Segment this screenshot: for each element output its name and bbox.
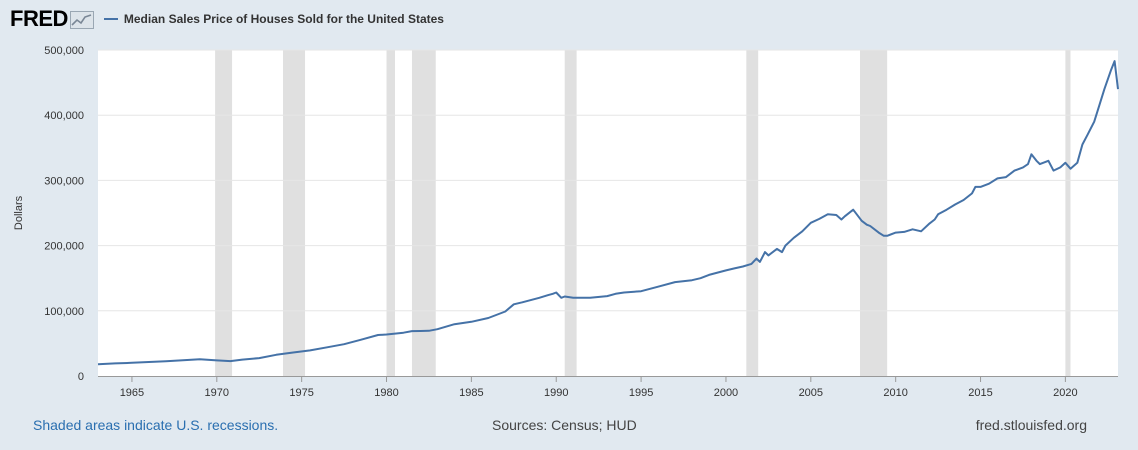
chart-legend[interactable]: Median Sales Price of Houses Sold for th… xyxy=(103,12,444,26)
y-tick-label: 100,000 xyxy=(44,306,84,318)
x-tick-label: 2020 xyxy=(1053,387,1077,399)
series-line[interactable] xyxy=(97,60,1119,366)
x-tick-label: 1980 xyxy=(374,387,398,399)
y-tick-label: 300,000 xyxy=(44,175,84,187)
y-axis-title: Dollars xyxy=(13,195,25,230)
legend-series-label: Median Sales Price of Houses Sold for th… xyxy=(123,12,444,26)
recession-band xyxy=(1065,50,1071,376)
recession-band xyxy=(564,50,577,376)
site-link[interactable]: fred.stlouisfed.org xyxy=(975,417,1087,433)
recession-note-link[interactable]: Shaded areas indicate U.S. recessions. xyxy=(33,417,279,433)
graph-header: FRED Median Sales Price of Houses Sold f… xyxy=(10,6,444,32)
x-tick-label: 1985 xyxy=(459,387,483,399)
x-tick-label: 2005 xyxy=(799,387,823,399)
fred-logo[interactable]: FRED xyxy=(10,6,68,31)
x-tick-label: 1970 xyxy=(205,387,229,399)
x-tick-label: 1975 xyxy=(289,387,313,399)
x-tick-label: 2010 xyxy=(883,387,907,399)
y-tick-label: 200,000 xyxy=(44,241,84,253)
recession-bands xyxy=(215,50,1071,376)
y-axis: 0 100,000 200,000 300,000 400,000 500,000 xyxy=(44,45,84,383)
recession-band xyxy=(282,50,306,376)
x-tick-label: 2015 xyxy=(968,387,992,399)
recession-band xyxy=(746,50,759,376)
recession-band xyxy=(215,50,233,376)
x-tick-label: 1990 xyxy=(544,387,568,399)
chart-line-icon xyxy=(69,11,94,29)
x-tick-label: 2000 xyxy=(714,387,738,399)
recession-band xyxy=(860,50,888,376)
plot-background xyxy=(98,50,1118,376)
y-tick-label: 0 xyxy=(78,371,84,383)
legend-swatch xyxy=(103,18,118,20)
x-tick-label: 1995 xyxy=(629,387,653,399)
gridlines xyxy=(98,49,1118,312)
recession-band xyxy=(386,50,396,376)
y-tick-label: 500,000 xyxy=(44,45,84,57)
recession-band xyxy=(411,50,436,376)
series-layer[interactable] xyxy=(97,60,1119,366)
x-tick-label: 1965 xyxy=(120,387,144,399)
x-axis: 1965 1970 1975 1980 1985 1990 1995 2000 2005 2010… xyxy=(98,376,1118,399)
line-chart[interactable]: 1965 1970 1975 1980 1985 1990 1995 2000 2005 2010… xyxy=(0,0,1138,410)
y-tick-label: 400,000 xyxy=(44,110,84,122)
sources-text: Sources: Census; HUD xyxy=(492,417,637,433)
